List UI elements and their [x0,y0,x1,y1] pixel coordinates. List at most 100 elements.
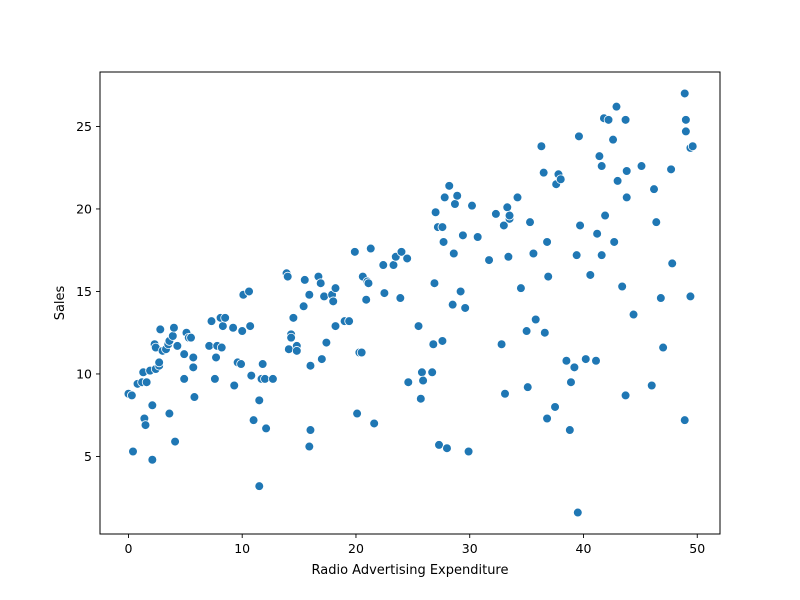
data-point-11 [147,454,158,465]
data-point-127 [463,446,474,457]
data-point-140 [516,283,526,293]
y-axis-ticks: 5 10 15 20 25 [76,119,100,464]
data-point-122 [450,199,460,209]
data-point-70 [299,275,310,285]
data-point-152 [550,402,560,412]
data-point-95 [369,418,379,429]
data-point-25 [170,436,180,447]
data-point-169 [596,161,607,171]
data-point-138 [504,210,515,221]
data-point-184 [636,161,647,171]
data-point-35 [206,316,217,326]
data-point-52 [246,370,257,381]
data-point-133 [499,220,509,231]
data-point-150 [542,237,552,247]
data-point-147 [538,167,549,178]
data-point-165 [585,270,596,280]
data-point-98 [388,260,399,270]
data-point-145 [530,314,541,325]
data-point-114 [437,222,448,232]
data-point-48 [237,326,248,336]
data-point-74 [304,441,315,452]
data-point-93 [363,278,374,289]
data-point-104 [413,321,424,331]
data-point-155 [555,174,566,185]
data-point-191 [667,258,678,269]
data-point-59 [261,423,271,434]
data-point-36 [204,341,215,351]
data-point-176 [611,101,622,112]
data-point-79 [321,337,332,348]
data-point-113 [434,440,444,450]
data-point-157 [565,425,575,435]
data-point-197 [687,141,698,152]
data-point-77 [317,354,327,364]
data-point-108 [427,367,437,378]
data-point-167 [592,228,602,239]
data-point-27 [179,349,189,359]
x-tick-label: 0 [124,541,132,556]
data-point-69 [298,301,309,312]
data-points [123,88,698,518]
data-point-156 [561,355,572,366]
data-point-57 [257,359,268,369]
data-point-173 [603,115,614,125]
data-point-82 [330,283,341,293]
data-point-146 [536,141,547,152]
data-point-130 [484,255,494,265]
data-point-96 [378,260,389,270]
data-point-144 [528,248,539,259]
data-point-51 [245,321,255,331]
data-point-63 [284,344,294,355]
data-point-38 [211,352,221,363]
x-tick-label: 20 [348,541,364,556]
x-axis-ticks: 0 10 20 30 40 50 [124,534,705,556]
data-point-89 [356,347,367,358]
data-point-2 [128,446,138,457]
data-point-86 [350,247,360,257]
data-point-162 [572,507,583,518]
data-point-159 [569,362,580,373]
data-point-58 [260,374,270,384]
data-point-128 [467,200,477,211]
data-point-100 [395,293,406,303]
x-tick-label: 30 [462,541,478,556]
data-point-149 [542,413,552,424]
y-tick-label: 10 [76,366,92,381]
data-point-44 [228,322,238,333]
data-point-76 [315,278,326,289]
data-point-53 [248,415,259,425]
data-point-143 [525,217,535,227]
data-point-7 [140,420,151,430]
data-point-107 [418,375,428,386]
data-point-83 [330,321,341,331]
y-tick-label: 5 [84,449,92,464]
data-point-183 [628,309,639,320]
plot-area [99,71,721,535]
data-point-189 [658,342,668,353]
data-point-129 [472,232,483,242]
data-point-181 [621,166,632,176]
data-point-1 [127,390,137,401]
data-point-168 [594,151,605,161]
data-point-161 [574,131,584,142]
data-point-180 [620,115,631,125]
data-point-16 [154,357,164,368]
data-point-47 [236,359,246,369]
data-point-55 [254,481,265,491]
data-point-102 [402,253,412,264]
data-point-182 [621,192,632,203]
data-point-117 [439,192,450,203]
data-point-85 [344,316,354,326]
data-point-10 [147,400,158,411]
data-point-43 [220,313,230,323]
data-point-8 [141,377,152,388]
data-point-33 [188,352,199,363]
data-point-119 [444,181,455,191]
data-point-123 [452,190,463,201]
data-point-111 [430,207,441,218]
data-point-54 [254,395,265,406]
data-point-26 [172,341,183,351]
data-point-185 [646,380,657,391]
